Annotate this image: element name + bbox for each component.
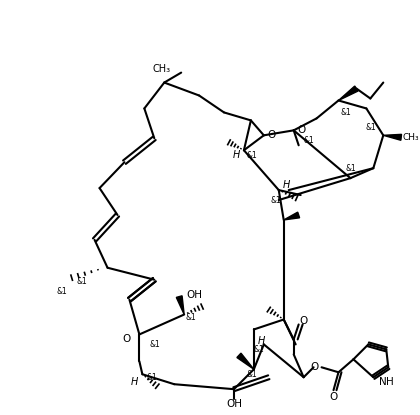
Text: O: O	[268, 130, 276, 140]
Text: &1: &1	[146, 373, 157, 382]
Text: O: O	[299, 317, 308, 327]
Text: &1: &1	[341, 108, 351, 117]
Text: O: O	[122, 334, 131, 344]
Text: &1: &1	[254, 345, 265, 354]
Text: H: H	[258, 337, 265, 347]
Text: CH₃: CH₃	[152, 63, 171, 73]
Text: &1: &1	[247, 151, 257, 160]
Text: &1: &1	[346, 164, 356, 173]
Text: &1: &1	[56, 287, 67, 296]
Text: N: N	[379, 377, 387, 387]
Text: H: H	[232, 150, 240, 160]
Polygon shape	[237, 353, 254, 369]
Polygon shape	[339, 86, 358, 100]
Text: O: O	[310, 362, 319, 372]
Text: H: H	[131, 377, 138, 387]
Text: OH: OH	[186, 290, 202, 300]
Polygon shape	[284, 212, 299, 220]
Text: OH: OH	[226, 399, 242, 409]
Polygon shape	[383, 134, 402, 140]
Text: &1: &1	[76, 277, 87, 286]
Text: CH₃: CH₃	[403, 133, 420, 142]
Text: H: H	[283, 180, 290, 190]
Text: &1: &1	[247, 370, 257, 379]
Polygon shape	[176, 296, 184, 315]
Text: O: O	[297, 125, 306, 135]
Text: &1: &1	[185, 313, 196, 322]
Text: &1: &1	[271, 195, 281, 205]
Text: &1: &1	[365, 123, 376, 132]
Text: &1: &1	[150, 340, 160, 349]
Text: O: O	[329, 392, 338, 402]
Text: H: H	[386, 377, 394, 387]
Text: &1: &1	[304, 136, 315, 145]
